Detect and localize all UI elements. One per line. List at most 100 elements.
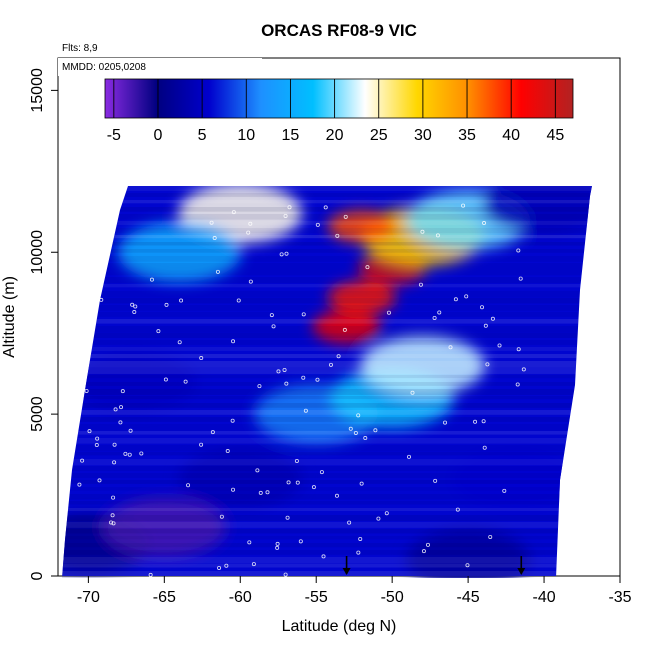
sample-dot xyxy=(384,511,389,516)
field-stripe xyxy=(62,473,592,478)
sample-dot xyxy=(342,327,347,332)
sample-dot xyxy=(373,428,378,433)
y-tick-label: 15000 xyxy=(29,68,46,113)
field-stripe xyxy=(62,326,592,333)
colorbar-tick-label: 35 xyxy=(458,127,476,144)
field-stripe xyxy=(62,396,592,400)
field-stripe xyxy=(62,298,592,304)
sample-dot xyxy=(163,377,168,382)
field-stripe xyxy=(62,466,592,471)
sample-dot xyxy=(199,356,204,361)
sample-dot xyxy=(435,233,440,238)
sample-dot xyxy=(231,487,236,492)
sample-dot xyxy=(410,390,415,395)
field-stripe xyxy=(62,494,592,500)
field-stripe xyxy=(62,347,592,351)
colorbar-ticks: -5 0 5 10 15 20 25 30 35 40 45 xyxy=(107,79,564,144)
colorbar-tick-label: 25 xyxy=(370,127,388,144)
colorbar-tick-label: -5 xyxy=(107,127,121,144)
sample-dot xyxy=(71,406,76,411)
sample-dot xyxy=(120,389,125,394)
field-stripe xyxy=(62,522,592,528)
colorbar: -5 0 5 10 15 20 25 30 35 40 45 xyxy=(104,78,574,144)
field-stripe xyxy=(62,312,592,317)
sample-dot xyxy=(231,339,236,344)
x-tick-label: -55 xyxy=(305,589,328,606)
field-blob xyxy=(327,281,396,315)
field-stripe xyxy=(62,501,592,505)
sample-dot xyxy=(473,419,478,424)
plot-area xyxy=(57,57,621,578)
field-stripe xyxy=(62,242,592,246)
field-blob xyxy=(178,448,303,509)
field-stripe xyxy=(62,375,592,379)
x-tick-label: -40 xyxy=(532,589,555,606)
sample-dot xyxy=(294,458,299,463)
field-stripe xyxy=(62,333,592,338)
x-tick-label: -70 xyxy=(77,589,100,606)
sample-dot xyxy=(246,230,251,235)
sample-dot xyxy=(247,540,252,545)
sample-dot xyxy=(283,213,288,218)
field-stripe xyxy=(62,508,592,512)
sample-dot xyxy=(521,367,526,372)
arrow-head xyxy=(517,568,526,575)
field-stripe xyxy=(62,249,592,253)
sample-dot xyxy=(231,210,236,215)
field-stripe xyxy=(62,256,592,262)
field-stripe xyxy=(62,319,592,324)
flights-annotation: Flts: 8,9 xyxy=(62,43,98,54)
field-stripe xyxy=(62,389,592,395)
field-stripe xyxy=(62,214,592,220)
sample-dot xyxy=(455,507,460,512)
x-axis: -70 -65 -60 -55 -50 -45 -40 -35 xyxy=(77,576,632,606)
sample-dot xyxy=(225,449,230,454)
field-stripe xyxy=(62,305,592,311)
sample-dot xyxy=(72,209,77,214)
field-stripe xyxy=(62,186,592,191)
sample-dot xyxy=(271,324,276,329)
colorbar-tick-label: 5 xyxy=(198,127,207,144)
field-stripe xyxy=(62,557,592,564)
field-stripe xyxy=(62,228,592,234)
field-stripe xyxy=(62,207,592,212)
sample-dot xyxy=(425,542,430,547)
sample-dot xyxy=(84,388,89,393)
field-stripe xyxy=(62,529,592,534)
sample-dot xyxy=(497,343,502,348)
field-stripe xyxy=(62,431,592,435)
sample-dot xyxy=(265,490,270,495)
colorbar-tick-label: 15 xyxy=(282,127,300,144)
sample-dot xyxy=(156,329,161,334)
sample-dot xyxy=(363,436,368,441)
sample-dot xyxy=(112,460,117,465)
sample-dot xyxy=(133,304,138,309)
sample-dot xyxy=(177,340,182,345)
sample-dot xyxy=(149,277,154,282)
field-stripe xyxy=(62,270,592,276)
colorbar-tick-label: 40 xyxy=(502,127,520,144)
latitude-arrows xyxy=(342,556,526,575)
sample-dot xyxy=(248,279,253,284)
field-blobs xyxy=(62,186,592,578)
colorbar-tick-label: 20 xyxy=(326,127,344,144)
sample-dot xyxy=(488,534,493,539)
y-tick-label: 10000 xyxy=(29,230,46,275)
sample-dot xyxy=(407,454,412,459)
sample-dot xyxy=(109,520,114,525)
sample-dot xyxy=(209,220,214,225)
sample-dot xyxy=(199,442,204,447)
sample-dot xyxy=(334,493,339,498)
x-tick-label: -65 xyxy=(153,589,176,606)
sample-dot xyxy=(94,443,99,448)
field-blob xyxy=(312,310,381,344)
sample-dot xyxy=(80,458,85,463)
sample-dot xyxy=(284,381,289,386)
sample-dot xyxy=(179,298,184,303)
sample-dot xyxy=(230,418,235,423)
sample-dot xyxy=(315,222,320,227)
field-stripe xyxy=(62,354,592,359)
sample-dot xyxy=(303,408,308,413)
sample-dot xyxy=(139,451,144,456)
sample-dot xyxy=(112,442,117,447)
